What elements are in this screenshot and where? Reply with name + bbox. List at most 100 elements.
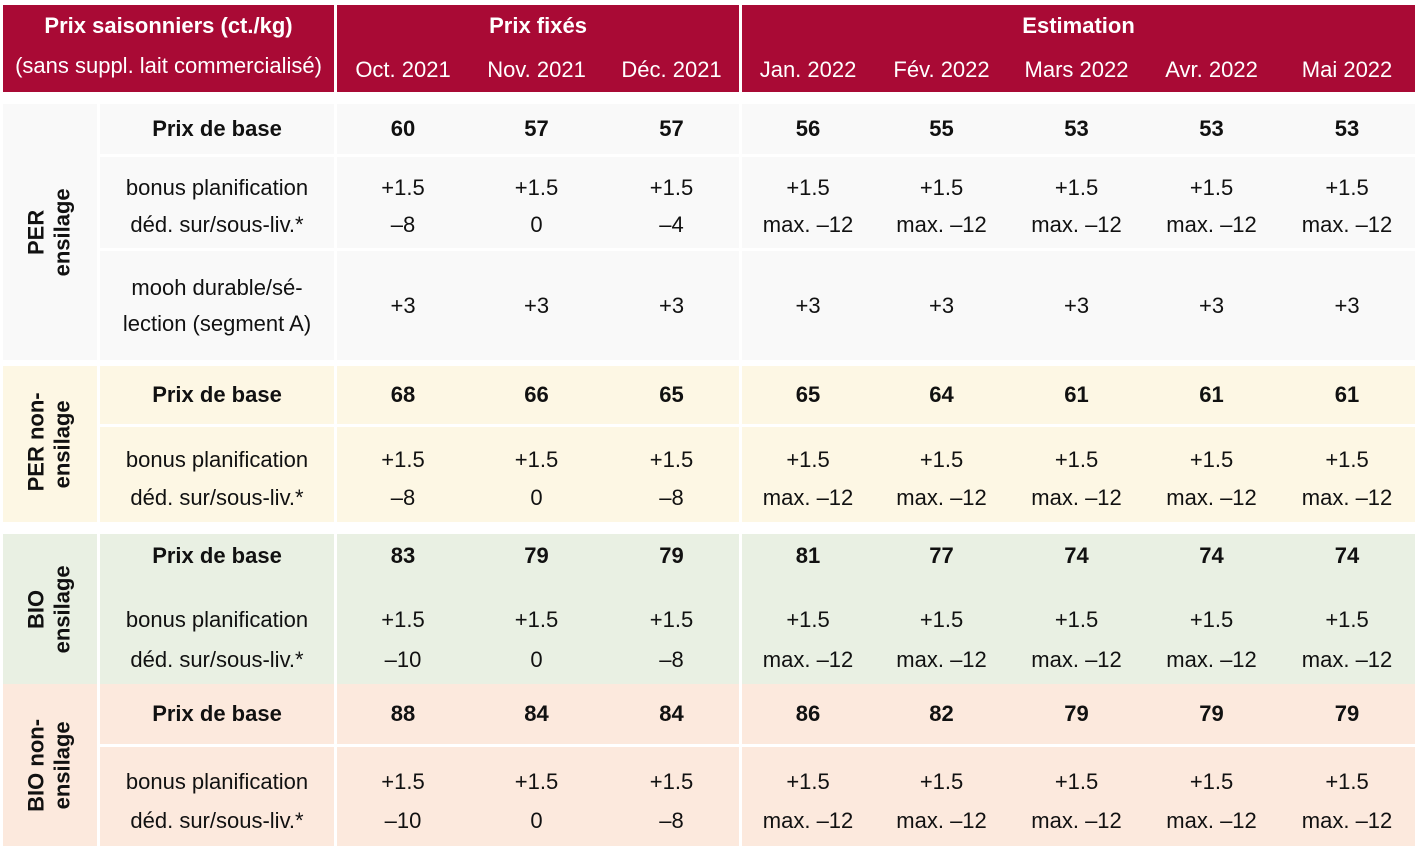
cell-value: 84: [604, 684, 740, 744]
table-row: déd. sur/sous-liv.* –10 0 –8 max. –12 ma…: [3, 636, 1416, 684]
section-label-per-ensilage: PER ensilage: [3, 104, 97, 360]
cell-value: 79: [1009, 684, 1145, 744]
cell-value: –10: [334, 796, 470, 846]
cell-value: +1.5: [604, 154, 740, 202]
cell-value: +1.5: [334, 578, 470, 636]
cell-value: +1.5: [604, 578, 740, 636]
cell-value: +3: [1144, 248, 1280, 360]
row-label: déd. sur/sous-liv.*: [97, 796, 335, 846]
table-row: mooh durable/sé-lection (segment A) +3 +…: [3, 248, 1416, 360]
cell-value: 61: [1279, 366, 1416, 424]
cell-value: +1.5: [1144, 154, 1280, 202]
cell-value: 82: [874, 684, 1010, 744]
cell-value: +1.5: [1279, 578, 1416, 636]
cell-value: +1.5: [1279, 424, 1416, 474]
row-label: bonus planification: [97, 424, 335, 474]
cell-value: +1.5: [334, 744, 470, 796]
table-row: PER ensilage Prix de base 60 57 57 56 55 …: [3, 104, 1416, 360]
cell-value: +3: [874, 248, 1010, 360]
cell-value: +1.5: [739, 154, 875, 202]
table-row: bonus planification +1.5 +1.5 +1.5 +1.5 …: [3, 154, 1416, 202]
cell-value: +1.5: [469, 744, 605, 796]
row-label: bonus planification: [97, 154, 335, 202]
cell-value: –4: [604, 202, 740, 248]
cell-value: +1.5: [874, 578, 1010, 636]
row-label: déd. sur/sous-liv.*: [97, 202, 335, 248]
cell-value: max. –12: [1144, 474, 1280, 522]
row-label: bonus planification: [97, 578, 335, 636]
cell-value: 53: [1144, 104, 1280, 154]
cell-value: max. –12: [1279, 796, 1416, 846]
cell-value: 74: [1009, 534, 1145, 578]
cell-value: 64: [874, 366, 1010, 424]
cell-value: max. –12: [1279, 202, 1416, 248]
cell-value: 81: [739, 534, 875, 578]
month-header: Jan. 2022: [739, 47, 875, 92]
cell-value: +1.5: [469, 424, 605, 474]
cell-value: +1.5: [1279, 744, 1416, 796]
cell-value: max. –12: [739, 796, 875, 846]
cell-value: max. –12: [874, 796, 1010, 846]
cell-value: +1.5: [1009, 578, 1145, 636]
cell-value: 74: [1279, 534, 1416, 578]
row-label: Prix de base: [97, 534, 335, 578]
cell-value: 56: [739, 104, 875, 154]
cell-value: 0: [469, 202, 605, 248]
section-label-bio-ensilage: BIO ensilage: [3, 534, 97, 684]
cell-value: –8: [604, 636, 740, 684]
month-header: Oct. 2021: [334, 47, 470, 92]
cell-value: 79: [1279, 684, 1416, 744]
cell-value: –8: [334, 474, 470, 522]
cell-value: 0: [469, 474, 605, 522]
cell-value: 0: [469, 796, 605, 846]
table-row: BIO non-ensilage Prix de base 88 84 84 8…: [3, 684, 1416, 846]
row-label: bonus planification: [97, 744, 335, 796]
cell-value: 66: [469, 366, 605, 424]
cell-value: –8: [334, 202, 470, 248]
table-subtitle: (sans suppl. lait commercialisé): [3, 47, 335, 92]
cell-value: max. –12: [874, 636, 1010, 684]
cell-value: 57: [604, 104, 740, 154]
cell-value: max. –12: [1144, 202, 1280, 248]
cell-value: 79: [1144, 684, 1280, 744]
cell-value: +3: [1279, 248, 1416, 360]
cell-value: max. –12: [1009, 474, 1145, 522]
cell-value: +1.5: [1279, 154, 1416, 202]
cell-value: +1.5: [1144, 424, 1280, 474]
cell-value: +1.5: [874, 154, 1010, 202]
cell-value: 79: [604, 534, 740, 578]
cell-value: –8: [604, 796, 740, 846]
cell-value: +1.5: [334, 154, 470, 202]
table-row: bonus planification +1.5 +1.5 +1.5 +1.5 …: [3, 744, 1416, 796]
cell-value: max. –12: [739, 474, 875, 522]
cell-value: 65: [739, 366, 875, 424]
cell-value: max. –12: [1009, 202, 1145, 248]
cell-value: +1.5: [604, 424, 740, 474]
row-label: Prix de base: [97, 104, 335, 154]
row-label: mooh durable/sé-lection (segment A): [97, 248, 335, 360]
month-header: Nov. 2021: [469, 47, 605, 92]
cell-value: +1.5: [334, 424, 470, 474]
cell-value: max. –12: [739, 636, 875, 684]
cell-value: +1.5: [1144, 578, 1280, 636]
cell-value: 84: [469, 684, 605, 744]
section-label-bio-non-ensilage: BIO non-ensilage: [3, 684, 97, 846]
group-fixed-prices: Prix fixés: [334, 5, 740, 47]
row-label: déd. sur/sous-liv.*: [97, 636, 335, 684]
cell-value: max. –12: [1279, 474, 1416, 522]
cell-value: 53: [1279, 104, 1416, 154]
cell-value: +3: [1009, 248, 1145, 360]
cell-value: +1.5: [739, 424, 875, 474]
cell-value: max. –12: [1279, 636, 1416, 684]
cell-value: 55: [874, 104, 1010, 154]
cell-value: +1.5: [604, 744, 740, 796]
table-title: Prix saisonniers (ct./kg): [3, 5, 335, 47]
cell-value: 60: [334, 104, 470, 154]
cell-value: max. –12: [739, 202, 875, 248]
cell-value: +1.5: [1009, 154, 1145, 202]
cell-value: 57: [469, 104, 605, 154]
cell-value: +3: [604, 248, 740, 360]
cell-value: 65: [604, 366, 740, 424]
month-header: Déc. 2021: [604, 47, 740, 92]
cell-value: 53: [1009, 104, 1145, 154]
